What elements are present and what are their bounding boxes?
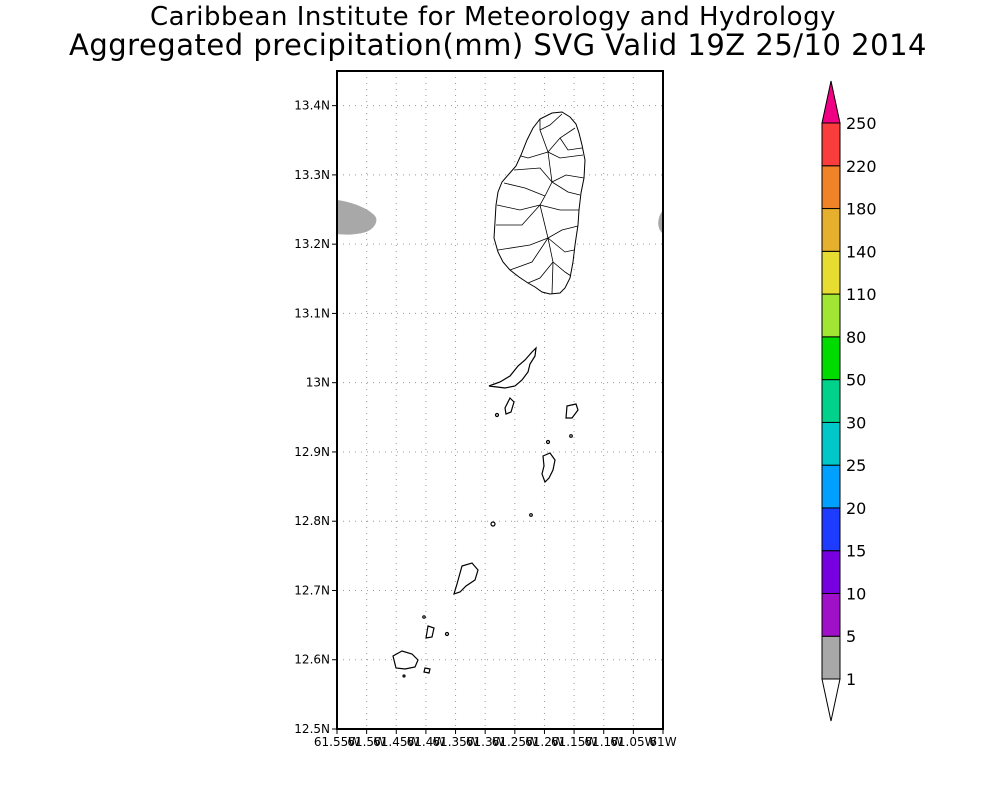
grenadines-islands xyxy=(392,346,579,678)
lon-tick-label: 61.4W xyxy=(407,735,446,749)
legend-color-box xyxy=(821,550,841,594)
lat-tick-label: 13.3N xyxy=(294,168,330,182)
legend-color-box xyxy=(821,464,841,509)
lat-tick-label: 12.5N xyxy=(294,722,330,736)
legend-level-label: 1 xyxy=(846,670,856,689)
longitude-axis: 61.55W61.5W61.45W61.4W61.35W61.3W61.25W6… xyxy=(314,729,677,749)
legend-color-box xyxy=(821,379,841,423)
legend-color-box xyxy=(821,250,841,295)
legend-level-label: 50 xyxy=(846,371,866,390)
legend-color-box xyxy=(821,122,841,167)
lat-tick-label: 12.8N xyxy=(294,514,330,528)
lat-tick-label: 12.7N xyxy=(294,583,330,597)
map-frame xyxy=(336,70,664,730)
saint-vincent-island xyxy=(493,111,586,295)
lat-tick-label: 13.4N xyxy=(294,99,330,113)
islet xyxy=(529,513,533,517)
legend-color-box xyxy=(821,208,841,252)
islet xyxy=(494,412,500,418)
legend-level-label: 220 xyxy=(846,157,877,176)
legend-below-min-triangle xyxy=(821,678,841,722)
precip-shading xyxy=(337,200,663,235)
watershed-boundaries xyxy=(496,113,585,295)
lon-tick-label: 61.35W xyxy=(432,735,478,749)
precip-area-west xyxy=(337,200,377,235)
legend-color-box xyxy=(821,635,841,680)
lon-tick-label: 61.1W xyxy=(584,735,623,749)
lat-tick-label: 13N xyxy=(306,376,330,390)
legend-color-box xyxy=(821,165,841,210)
lat-tick-label: 12.9N xyxy=(294,445,330,459)
legend-level-label: 80 xyxy=(846,328,866,347)
legend-above-max-triangle xyxy=(821,80,841,124)
latitude-axis: 13.4N 13.3N 13.2N 13.1N 13N 12.9N 12.8N 12.7N 12… xyxy=(294,99,337,736)
mayreau-island xyxy=(425,625,435,639)
lon-tick-label: 61.55W xyxy=(314,735,360,749)
institution-title: Caribbean Institute for Meteorology and … xyxy=(150,2,836,32)
precip-area-east xyxy=(658,210,663,234)
islet xyxy=(422,615,426,619)
lon-tick-label: 61.3W xyxy=(466,735,505,749)
lat-tick-label: 13.1N xyxy=(294,306,330,320)
canouan-island xyxy=(453,562,479,595)
legend-level-label: 250 xyxy=(846,114,877,133)
product-title: Aggregated precipitation(mm) SVG Valid 1… xyxy=(69,28,927,62)
legend-color-box xyxy=(821,507,841,552)
lon-tick-label: 61.05W xyxy=(610,735,656,749)
islet xyxy=(569,434,573,438)
islet xyxy=(402,674,406,678)
saint-vincent-coastline xyxy=(493,111,586,295)
lon-tick-label: 61.15W xyxy=(551,735,597,749)
lat-tick-label: 12.6N xyxy=(294,653,330,667)
legend-level-label: 30 xyxy=(846,413,866,432)
legend-color-box xyxy=(821,421,841,466)
lon-tick-label: 61.5W xyxy=(347,735,386,749)
legend-level-label: 20 xyxy=(846,499,866,518)
bequia-island xyxy=(488,346,537,389)
palm-island xyxy=(423,667,431,674)
grid-lines xyxy=(336,71,664,730)
union-island xyxy=(392,650,419,670)
legend-level-label: 10 xyxy=(846,584,866,603)
islet xyxy=(545,439,551,445)
legend-color-box xyxy=(821,336,841,381)
legend-level-label: 15 xyxy=(846,542,866,561)
lon-tick-label: 61.25W xyxy=(492,735,538,749)
legend-level-label: 110 xyxy=(846,285,877,304)
lat-tick-label: 13.2N xyxy=(294,237,330,251)
balliceaux-island xyxy=(504,396,515,415)
islet xyxy=(490,521,496,527)
legend-level-label: 25 xyxy=(846,456,866,475)
legend-level-label: 5 xyxy=(846,627,856,646)
lon-tick-label: 61.45W xyxy=(373,735,419,749)
mustique-island xyxy=(541,452,556,484)
islet xyxy=(444,631,450,637)
lon-tick-label: 61W xyxy=(649,735,676,749)
legend-color-box xyxy=(821,592,841,637)
legend-level-label: 180 xyxy=(846,200,877,219)
legend-level-label: 140 xyxy=(846,242,877,261)
lon-tick-label: 61.2W xyxy=(525,735,564,749)
baliceaux-east-island xyxy=(565,403,579,419)
legend-color-box xyxy=(821,293,841,338)
